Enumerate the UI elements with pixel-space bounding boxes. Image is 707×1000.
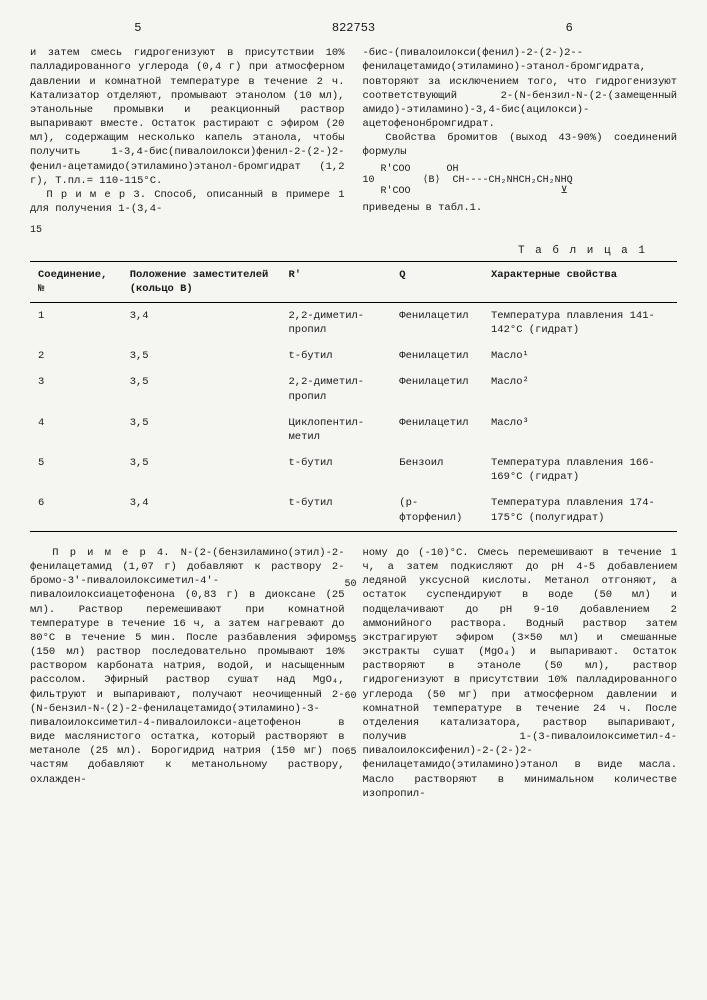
chemical-formula: R'COO OH 10 ⟨B⟩ CH----CH₂NHCH₂CH₂NHQ R'C… [363,164,678,197]
table-row: 53,5t-бутилБензоилТемпература плавления … [30,450,677,490]
table-body: 13,42,2-диметил-пропилФенилацетилТемпера… [30,302,677,531]
top-text-columns: и затем смесь гидрогенизуют в присутстви… [30,46,677,216]
table-cell: 2,2-диметил-пропил [280,369,391,409]
col-props: Характерные свойства [483,261,677,302]
table-cell: t-бутил [280,490,391,531]
margin-50: 50 [345,578,357,592]
table-cell: 6 [30,490,122,531]
table-header-row: Соединение, № Положение заместителей (ко… [30,261,677,302]
top-right-text: -бис-(пивалоилокси(фенил)-2-(2-)2--фенил… [363,47,684,158]
table-cell: Температура плавления 174-175°C (полугид… [483,490,677,531]
top-left-text: и затем смесь гидрогенизуют в присутстви… [30,47,351,215]
table-cell: Фенилацетил [391,343,483,369]
table-cell: Масло³ [483,410,677,450]
bottom-right-text: ному до (-10)°С. Смесь перемешивают в те… [363,547,684,800]
table-cell: Бензоил [391,450,483,490]
table-cell: Фенилацетил [391,369,483,409]
table-row: 23,5t-бутилФенилацетилМасло¹ [30,343,677,369]
col-r: R' [280,261,391,302]
margin-55: 55 [345,634,357,648]
table-cell: 3,5 [122,343,281,369]
col-position: Положение заместителей (кольцо В) [122,261,281,302]
bottom-left-column: П р и м е р 4. N-(2-(бензиламино(этил)-2… [30,546,345,801]
table-row: 33,52,2-диметил-пропилФенилацетилМасло² [30,369,677,409]
table-cell: 3,4 [122,302,281,343]
compounds-table: Соединение, № Положение заместителей (ко… [30,261,677,532]
margin-60: 60 [345,690,357,704]
bottom-left-text: П р и м е р 4. N-(2-(бензиламино(этил)-2… [30,547,351,786]
table-cell: 3 [30,369,122,409]
table-cell: t-бутил [280,450,391,490]
table-row: 63,4t-бутил(p-фторфенил)Температура плав… [30,490,677,531]
col-q: Q [391,261,483,302]
table-cell: Масло¹ [483,343,677,369]
table-cell: Масло² [483,369,677,409]
table-cell: 3,5 [122,369,281,409]
page-num-right: 6 [461,20,677,36]
table-cell: Циклопентил-метил [280,410,391,450]
table-cell: t-бутил [280,343,391,369]
bottom-text-columns: П р и м е р 4. N-(2-(бензиламино(этил)-2… [30,546,677,801]
table-cell: 4 [30,410,122,450]
bottom-right-column: 50 55 60 65 ному до (-10)°С. Смесь перем… [363,546,678,801]
table-cell: Температура плавления 141-142°C (гидрат) [483,302,677,343]
table-cell: Фенилацетил [391,410,483,450]
line-marker-15: 15 [30,224,677,238]
table-cell: 3,4 [122,490,281,531]
table-cell: 3,5 [122,450,281,490]
table-cell: 2,2-диметил-пропил [280,302,391,343]
table-cell: 2 [30,343,122,369]
table-row: 43,5Циклопентил-метилФенилацетилМасло³ [30,410,677,450]
formula-note: приведены в табл.1. [363,202,483,214]
table-cell: 1 [30,302,122,343]
margin-65: 65 [345,746,357,760]
table-row: 13,42,2-диметил-пропилФенилацетилТемпера… [30,302,677,343]
col-compound: Соединение, № [30,261,122,302]
table-cell: (p-фторфенил) [391,490,483,531]
table-cell: 3,5 [122,410,281,450]
table-cell: Фенилацетил [391,302,483,343]
table-cell: Температура плавления 166-169°C (гидрат) [483,450,677,490]
table-cell: 5 [30,450,122,490]
doc-number: 822753 [246,20,462,36]
table-caption: Т а б л и ц а 1 [30,244,647,259]
top-right-column: -бис-(пивалоилокси(фенил)-2-(2-)2--фенил… [363,46,678,216]
page-header: 5 822753 6 [30,20,677,36]
page-num-left: 5 [30,20,246,36]
top-left-column: и затем смесь гидрогенизуют в присутстви… [30,46,345,216]
